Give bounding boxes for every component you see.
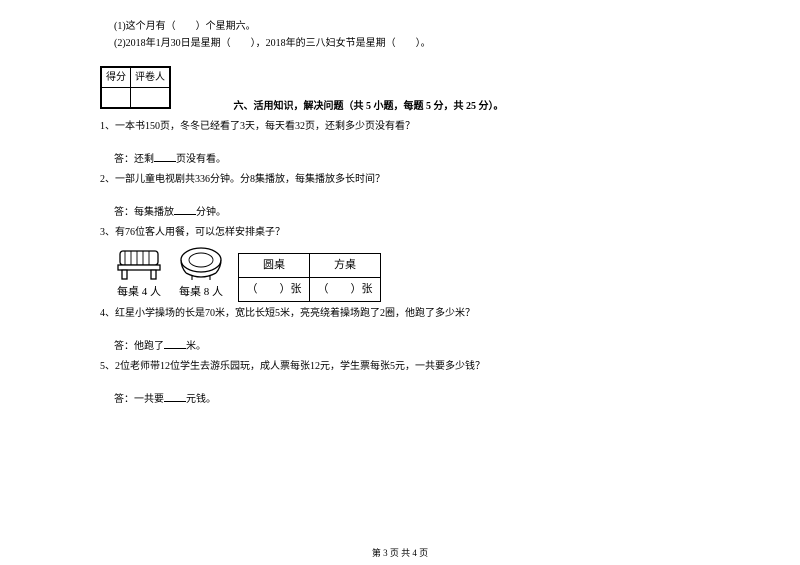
q2-text: 2、一部儿童电视剧共336分钟。分8集播放，每集播放多长时间？ — [100, 171, 700, 188]
q4-blank — [164, 338, 186, 349]
page-content: (1)这个月有（ ）个星期六。 (2)2018年1月30日是星期（ ），2018… — [0, 0, 800, 408]
score-cell: 得分 — [102, 68, 131, 88]
round-label: 每桌 8 人 — [179, 283, 223, 302]
q5-blank — [164, 391, 186, 402]
q3-td-square: （ ）张 — [310, 278, 381, 302]
top-line-2: (2)2018年1月30日是星期（ ），2018年的三八妇女节是星期（ ）。 — [100, 35, 700, 52]
q2-ans-pre: 答：每集播放 — [114, 207, 174, 218]
q4-answer: 答：他跑了 米。 — [100, 338, 700, 355]
square-table-icon — [114, 245, 164, 281]
q4-ans-post: 米。 — [186, 341, 206, 352]
q2-answer: 答：每集播放 分钟。 — [100, 204, 700, 221]
grader-empty — [131, 88, 170, 108]
q3-text: 3、有76位客人用餐，可以怎样安排桌子？ — [100, 224, 700, 241]
q3-td-round: （ ）张 — [239, 278, 310, 302]
round-table-icon — [176, 245, 226, 281]
section-title: 六、活用知识，解决问题（共 5 小题，每题 5 分，共 25 分）。 — [234, 101, 504, 112]
q5-ans-pre: 答：一共要 — [114, 394, 164, 405]
q3-answer-table: 圆桌 方桌 （ ）张 （ ）张 — [238, 253, 381, 301]
q1-ans-pre: 答：还剩 — [114, 154, 154, 165]
score-box: 得分 评卷人 — [100, 66, 171, 109]
top-line-1: (1)这个月有（ ）个星期六。 — [100, 18, 700, 35]
q3-th-square: 方桌 — [310, 254, 381, 278]
page-footer: 第 3 页 共 4 页 — [0, 546, 800, 559]
q3-figures: 每桌 4 人 每桌 8 人 圆桌 方桌 （ ）张 （ ）张 — [100, 245, 700, 302]
q3-th-round: 圆桌 — [239, 254, 310, 278]
round-table-col: 每桌 8 人 — [176, 245, 226, 302]
q1-text: 1、一本书150页，冬冬已经看了3天，每天看32页，还剩多少页没有看？ — [100, 118, 700, 135]
q5-text: 5、2位老师带12位学生去游乐园玩，成人票每张12元，学生票每张5元，一共要多少… — [100, 358, 700, 375]
square-table-col: 每桌 4 人 — [114, 245, 164, 302]
score-empty — [102, 88, 131, 108]
q1-ans-post: 页没有看。 — [176, 154, 226, 165]
q2-blank — [174, 204, 196, 215]
q5-answer: 答：一共要 元钱。 — [100, 391, 700, 408]
section-row: 得分 评卷人 六、活用知识，解决问题（共 5 小题，每题 5 分，共 25 分）… — [100, 52, 700, 115]
q4-ans-pre: 答：他跑了 — [114, 341, 164, 352]
q1-blank — [154, 151, 176, 162]
grader-cell: 评卷人 — [131, 68, 170, 88]
q1-answer: 答：还剩 页没有看。 — [100, 151, 700, 168]
square-label: 每桌 4 人 — [117, 283, 161, 302]
q2-ans-post: 分钟。 — [196, 207, 226, 218]
q4-text: 4、红星小学操场的长是70米，宽比长短5米，亮亮绕着操场跑了2圈，他跑了多少米？ — [100, 305, 700, 322]
q5-ans-post: 元钱。 — [186, 394, 216, 405]
